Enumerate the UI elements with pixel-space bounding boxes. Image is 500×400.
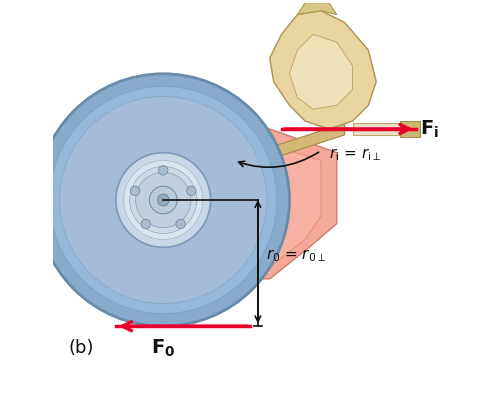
Polygon shape [76,137,321,267]
Circle shape [37,74,290,326]
Text: $r_\mathrm{i}$ = $r_\mathrm{i\perp}$: $r_\mathrm{i}$ = $r_\mathrm{i\perp}$ [329,146,381,163]
Circle shape [130,166,197,234]
Circle shape [50,86,277,314]
Text: $\mathbf{F_0}$: $\mathbf{F_0}$ [151,337,176,358]
Polygon shape [400,121,419,137]
Text: $r_0$ = $r_{0\perp}$: $r_0$ = $r_{0\perp}$ [266,247,326,264]
Polygon shape [60,121,337,295]
Circle shape [186,186,196,196]
Circle shape [124,160,202,240]
Circle shape [136,172,191,228]
Circle shape [158,166,168,175]
Text: (b): (b) [68,339,94,357]
Circle shape [116,153,210,247]
Circle shape [141,219,150,229]
Polygon shape [352,123,416,135]
Polygon shape [298,3,337,15]
Circle shape [60,96,266,304]
Circle shape [150,186,177,214]
Polygon shape [290,34,352,109]
Polygon shape [270,11,376,129]
Text: $\mathbf{F_i}$: $\mathbf{F_i}$ [420,118,438,140]
Polygon shape [163,123,344,194]
Circle shape [130,186,140,196]
Circle shape [158,194,169,206]
Circle shape [176,219,186,229]
